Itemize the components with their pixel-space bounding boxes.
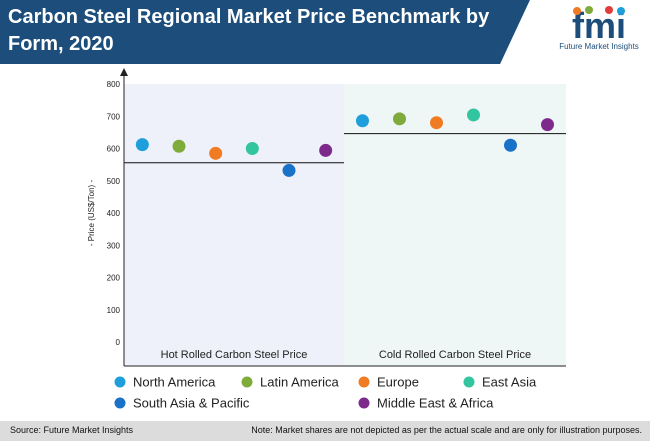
logo-letters: fmi	[572, 5, 626, 44]
panel-label: Hot Rolled Carbon Steel Price	[161, 349, 308, 361]
logo-dot-red	[605, 6, 613, 14]
legend-label: Middle East & Africa	[377, 396, 494, 411]
legend-marker	[358, 376, 370, 388]
data-point-east-asia	[245, 142, 259, 155]
note-text: Note: Market shares are not depicted as …	[251, 425, 642, 435]
data-point-latin-america	[393, 112, 406, 126]
panel-label: Cold Rolled Carbon Steel Price	[379, 349, 531, 361]
footer: Source: Future Market Insights Note: Mar…	[0, 421, 650, 441]
y-tick-label: 200	[107, 274, 121, 283]
data-point-east-asia	[467, 108, 480, 122]
title-band	[0, 0, 545, 64]
y-tick-label: 600	[107, 145, 121, 154]
legend-marker	[358, 397, 370, 409]
logo-dot-blue	[617, 7, 625, 15]
header: Carbon Steel Regional Market Price Bench…	[0, 0, 650, 64]
data-point-south-asia-pacific	[504, 138, 517, 152]
panel-label-bg-1	[344, 342, 566, 366]
legend-marker	[114, 376, 126, 388]
logo-caption: Future Market Insights	[559, 42, 639, 51]
panel-label-bg-0	[124, 342, 344, 366]
panel-bg-0	[124, 84, 344, 342]
data-point-north-america	[356, 114, 369, 128]
y-tick-label: 0	[116, 338, 121, 347]
y-axis-arrow	[120, 68, 128, 76]
fmi-logo-mark: fmi	[572, 5, 626, 46]
data-point-europe	[430, 116, 443, 130]
data-point-middle-east-africa	[319, 143, 333, 157]
legend-label: North America	[133, 375, 216, 390]
y-tick-label: 500	[107, 177, 121, 186]
legend-label: Europe	[377, 375, 419, 390]
fmi-logo: fmi Future Market Insights	[552, 4, 646, 60]
legend-label: East Asia	[482, 375, 537, 390]
legend-label: South Asia & Pacific	[133, 396, 250, 411]
legend-marker	[463, 376, 475, 388]
data-point-latin-america	[172, 139, 186, 153]
y-tick-label: 400	[107, 209, 121, 218]
y-tick-label: 800	[107, 80, 121, 89]
y-tick-label: 100	[107, 306, 121, 315]
legend-marker	[114, 397, 126, 409]
logo-dot-green	[585, 6, 593, 14]
panel-bg-1	[344, 84, 566, 342]
legend-marker	[241, 376, 253, 388]
data-point-south-asia-pacific	[282, 163, 296, 177]
data-point-north-america	[135, 138, 149, 152]
y-tick-label: 700	[107, 112, 121, 121]
data-point-middle-east-africa	[541, 118, 554, 132]
data-point-europe	[209, 146, 223, 160]
price-chart: Hot Rolled Carbon Steel Price Cold Rolled…	[87, 68, 566, 411]
legend-label: Latin America	[260, 375, 340, 390]
y-tick-label: 300	[107, 241, 121, 250]
chart-title: Carbon Steel Regional Market Price Bench…	[8, 6, 490, 55]
y-axis-label: - Price (US$/Ton) -	[87, 180, 96, 247]
logo-dot-orange	[573, 7, 581, 15]
source-text: Source: Future Market Insights	[10, 425, 134, 435]
